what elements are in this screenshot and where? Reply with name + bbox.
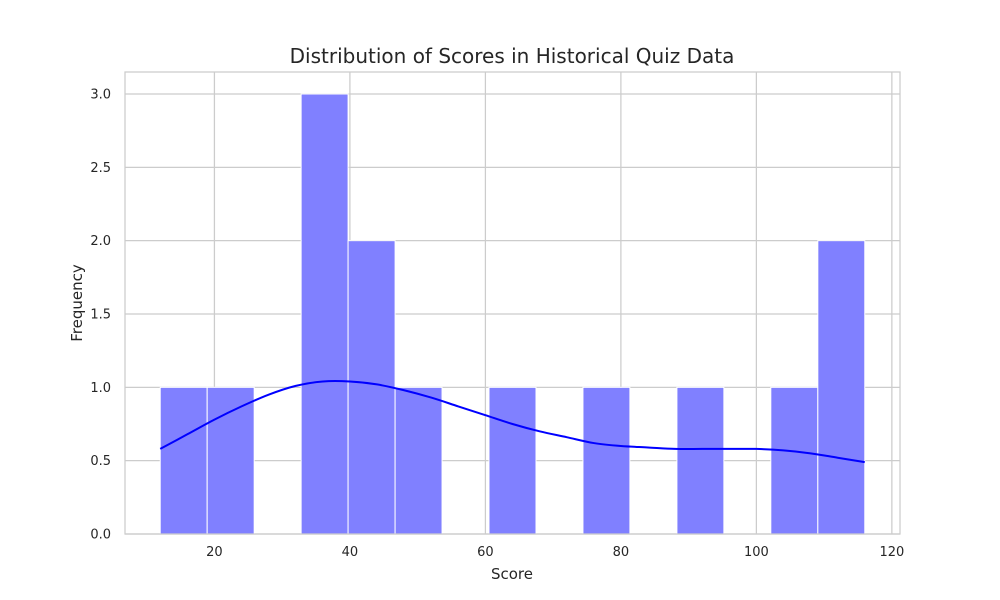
histogram-bar-13 [770, 386, 819, 535]
x-tick-label: 80 [613, 545, 630, 560]
x-tick-label: 40 [342, 545, 359, 560]
histogram-bar-1 [206, 386, 255, 535]
y-tick-label: 2.5 [90, 161, 111, 176]
x-axis-ticks: 20 40 60 80 100 120 [206, 545, 904, 560]
histogram-bars [159, 93, 866, 535]
plot-frame [124, 71, 901, 535]
x-tick-label: 100 [744, 545, 769, 560]
y-axis-ticks: 0.0 0.5 1.0 1.5 2.0 2.5 3.0 [90, 88, 111, 543]
histogram-bar-9 [582, 386, 631, 535]
histogram-bar-14 [817, 240, 866, 535]
y-tick-label: 0.0 [90, 528, 111, 543]
x-axis-label: Score [491, 565, 533, 583]
x-tick-label: 120 [879, 545, 904, 560]
y-tick-label: 3.0 [90, 88, 111, 103]
y-tick-label: 1.5 [90, 308, 111, 323]
histogram-bar-7 [488, 386, 537, 535]
x-tick-label: 60 [477, 545, 494, 560]
x-tick-label: 20 [206, 545, 223, 560]
y-tick-label: 2.0 [90, 234, 111, 249]
chart-title: Distribution of Scores in Historical Qui… [290, 44, 735, 68]
y-tick-label: 1.0 [90, 381, 111, 396]
kde-curve [159, 380, 865, 464]
y-axis-label: Frequency [68, 264, 86, 342]
histogram-bar-0 [159, 386, 208, 535]
histogram-bar-5 [394, 386, 443, 535]
histogram-bar-3 [300, 93, 349, 535]
histogram-bar-11 [676, 386, 725, 535]
y-tick-label: 0.5 [90, 454, 111, 469]
kde-curve-layer [159, 380, 865, 464]
